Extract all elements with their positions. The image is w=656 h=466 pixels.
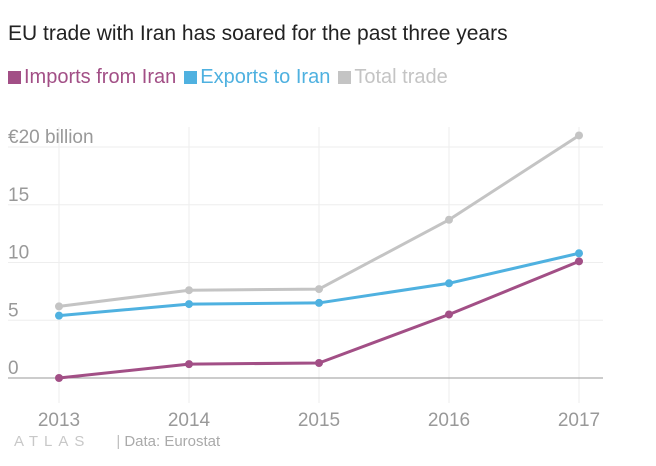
data-point-total xyxy=(315,285,323,294)
data-point-imports xyxy=(315,358,323,367)
footer: ATLAS | Data: Eurostat xyxy=(14,433,220,450)
data-point-exports xyxy=(185,300,193,309)
x-tick-label: 2016 xyxy=(428,410,470,431)
y-tick-label: 10 xyxy=(8,243,29,264)
y-tick-labels: 0 5 10 15 €20 billion xyxy=(8,127,94,379)
x-tick-label: 2014 xyxy=(168,410,211,431)
data-point-imports xyxy=(575,257,583,266)
legend-item-total: Total trade xyxy=(338,66,448,89)
data-point-total xyxy=(575,131,583,140)
data-point-exports xyxy=(575,249,583,258)
data-point-imports xyxy=(185,360,193,369)
atlas-logo: ATLAS xyxy=(14,433,91,450)
data-point-imports xyxy=(55,374,63,382)
legend-item-exports: Exports to Iran xyxy=(184,66,330,89)
data-point-exports xyxy=(315,298,323,307)
data-point-exports xyxy=(55,311,63,320)
x-tick-label: 2017 xyxy=(558,410,600,431)
data-point-exports xyxy=(445,279,453,288)
legend-swatch-imports xyxy=(8,71,21,84)
y-tick-label: 15 xyxy=(8,185,29,206)
data-source: Data: Eurostat xyxy=(124,433,221,450)
y-tick-label: €20 billion xyxy=(8,127,94,148)
legend-swatch-exports xyxy=(184,71,198,84)
footer-separator: | xyxy=(116,433,121,450)
grid-layer xyxy=(8,127,603,403)
legend-label-imports: Imports from Iran xyxy=(24,66,177,88)
legend-label-total: Total trade xyxy=(354,66,448,88)
legend-label-exports: Exports to Iran xyxy=(200,66,331,88)
y-tick-label: 5 xyxy=(8,300,19,321)
data-point-total xyxy=(55,302,63,311)
legend-item-imports: Imports from Iran xyxy=(8,66,176,89)
chart-title: EU trade with Iran has soared for the pa… xyxy=(8,22,508,45)
x-tick-label: 2013 xyxy=(38,410,80,431)
legend-swatch-total xyxy=(338,71,352,84)
data-point-imports xyxy=(445,310,453,319)
legend: Imports from Iran Exports to Iran Total … xyxy=(8,66,456,89)
y-tick-label: 0 xyxy=(8,358,19,379)
x-tick-labels: 2013 2014 2015 2016 2017 xyxy=(38,410,600,431)
series-points xyxy=(55,131,583,382)
data-point-total xyxy=(445,215,453,224)
data-point-total xyxy=(185,286,193,295)
x-tick-label: 2015 xyxy=(298,410,340,431)
